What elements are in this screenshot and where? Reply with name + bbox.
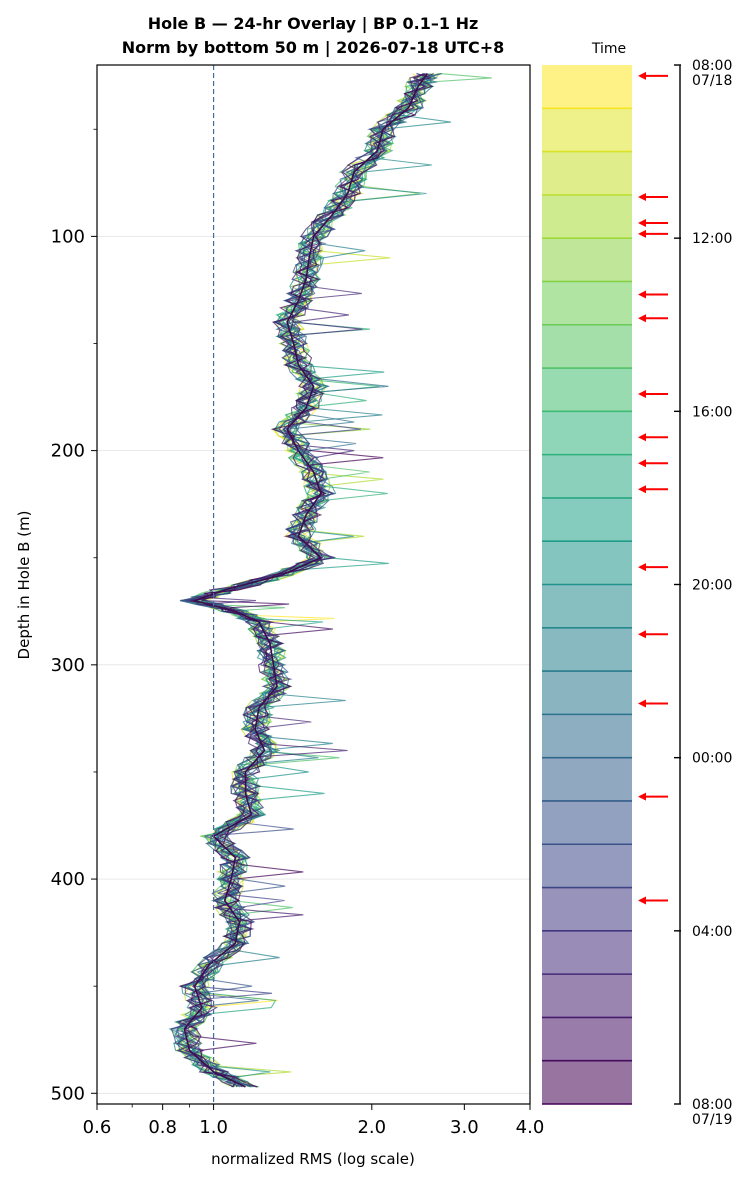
red-arrow-head	[638, 563, 646, 572]
x-axis-label: normalized RMS (log scale)	[211, 1150, 415, 1168]
x-tick-label: 0.8	[148, 1117, 177, 1138]
red-arrow-head	[638, 792, 646, 801]
colorbar-band	[542, 411, 632, 455]
colorbar-band	[542, 454, 632, 498]
colorbar-band	[542, 238, 632, 282]
time-tick-sublabel: 07/18	[692, 73, 732, 89]
grid-lines	[97, 235, 530, 1094]
red-arrow-head	[638, 433, 646, 442]
red-arrow-head	[638, 630, 646, 639]
colorbar-title: Time	[591, 41, 626, 57]
colorbar-band	[542, 584, 632, 628]
colorbar-band	[542, 1017, 632, 1061]
red-arrow-head	[638, 896, 646, 905]
red-arrow-head	[638, 485, 646, 494]
time-tick-label: 20:00	[692, 578, 732, 594]
x-tick-label: 2.0	[357, 1117, 386, 1138]
colorbar-bands	[542, 65, 632, 1105]
red-arrow-head	[638, 193, 646, 202]
colorbar-band	[542, 541, 632, 585]
red-arrow-head	[638, 390, 646, 399]
colorbar-band	[542, 497, 632, 542]
colorbar-band	[542, 844, 632, 888]
colorbar-band	[542, 108, 632, 152]
red-arrow-head	[638, 219, 646, 228]
median-trace-line	[183, 73, 428, 1088]
colorbar-band	[542, 627, 632, 672]
time-tick-label: 04:00	[692, 924, 732, 940]
y-axis-label: Depth in Hole B (m)	[15, 511, 33, 660]
chart-title-line1: Hole B — 24-hr Overlay | BP 0.1–1 Hz	[148, 14, 479, 34]
colorbar-band	[542, 714, 632, 758]
colorbar-band	[542, 65, 632, 109]
trace-line	[177, 73, 434, 1088]
y-tick-label: 400	[51, 869, 85, 890]
y-tick-label: 200	[51, 441, 85, 462]
time-tick-label: 00:00	[692, 751, 732, 767]
time-tick-label: 08:00	[692, 1097, 732, 1113]
time-tick-label: 08:00	[692, 58, 732, 74]
x-tick-label: 4.0	[516, 1117, 545, 1138]
colorbar-band	[542, 281, 632, 325]
x-tick-label: 3.0	[450, 1117, 479, 1138]
y-tick-label: 100	[51, 226, 85, 247]
colorbar-band	[542, 194, 632, 239]
time-tick-label: 16:00	[692, 404, 732, 420]
y-axis-ticks: 100 200 300 400 500	[51, 128, 97, 1104]
chart-title-line2: Norm by bottom 50 m | 2026-07-18 UTC+8	[122, 38, 505, 58]
colorbar-band	[542, 671, 632, 715]
y-tick-label: 300	[51, 655, 85, 676]
colorbar-band	[542, 800, 632, 845]
red-arrow-head	[638, 699, 646, 708]
colorbar: 08:0007/1812:0016:0020:0000:0004:0008:00…	[542, 41, 732, 1128]
x-axis-ticks: 0.6 0.8 1.0 2.0 3.0 4.0	[83, 1104, 545, 1138]
trace-line	[175, 73, 428, 1088]
colorbar-band	[542, 757, 632, 801]
colorbar-band	[542, 151, 632, 195]
colorbar-band	[542, 930, 632, 975]
plot-frame	[96, 64, 531, 1105]
y-tick-label: 500	[51, 1083, 85, 1104]
red-arrow-head	[638, 71, 646, 80]
plot-area: 0.6 0.8 1.0 2.0 3.0 4.0 100 200 300 400 500	[51, 64, 545, 1138]
colorbar-band	[542, 324, 632, 369]
colorbar-arrows	[638, 71, 668, 905]
x-tick-label: 1.0	[199, 1117, 228, 1138]
colorbar-band	[542, 1060, 632, 1104]
colorbar-band	[542, 368, 632, 412]
time-tick-label: 12:00	[692, 231, 732, 247]
colorbar-band	[542, 974, 632, 1018]
red-arrow-head	[638, 229, 646, 238]
x-tick-label: 0.6	[83, 1117, 112, 1138]
red-arrow-head	[638, 314, 646, 323]
red-arrow-head	[638, 459, 646, 468]
colorbar-band	[542, 887, 632, 931]
red-arrow-head	[638, 290, 646, 299]
colorbar-time-axis: 08:0007/1812:0016:0020:0000:0004:0008:00…	[674, 58, 732, 1128]
time-tick-sublabel: 07/19	[692, 1112, 732, 1128]
